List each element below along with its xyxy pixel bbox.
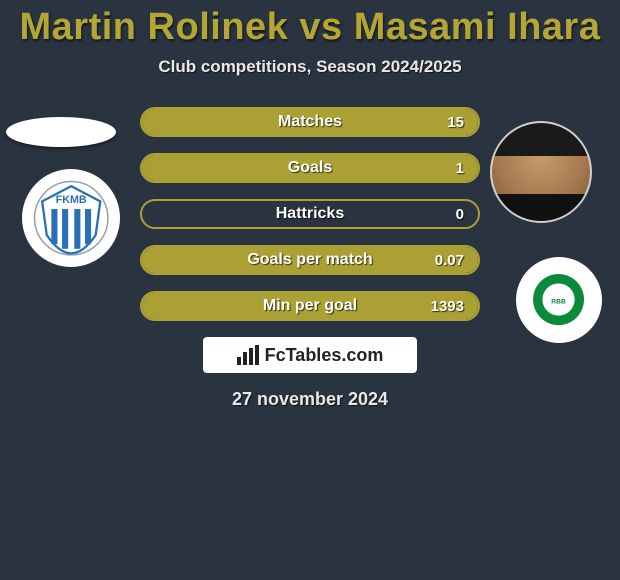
bar-value: 1393 <box>431 298 464 315</box>
date-text: 27 november 2024 <box>0 389 620 410</box>
page-title: Martin Rolinek vs Masami Ihara <box>0 0 620 49</box>
player-right-avatar <box>490 121 592 223</box>
club-left-badge: FKMB <box>22 169 120 267</box>
bar-label: Goals <box>142 159 478 177</box>
stat-bar: Min per goal1393 <box>140 291 480 321</box>
bar-label: Goals per match <box>142 251 478 269</box>
bar-value: 15 <box>447 114 464 131</box>
player-left-avatar <box>6 117 116 147</box>
bar-label: Matches <box>142 113 478 131</box>
club-left-icon: FKMB <box>33 180 109 256</box>
stat-bar: Goals1 <box>140 153 480 183</box>
club-right-icon: RBB <box>525 266 592 333</box>
comparison-panel: FKMB <box>0 107 620 410</box>
bar-label: Min per goal <box>142 297 478 315</box>
club-left-text: FKMB <box>56 194 87 206</box>
bar-chart-icon <box>237 345 259 365</box>
fctables-text: FcTables.com <box>265 345 384 366</box>
stat-bar: Hattricks0 <box>140 199 480 229</box>
stat-bar: Matches15 <box>140 107 480 137</box>
player-right-face <box>492 123 590 221</box>
fctables-logo: FcTables.com <box>203 337 417 373</box>
stat-bars: Matches15 Goals1 Hattricks0 Goals per match… <box>140 107 480 321</box>
svg-text:RBB: RBB <box>552 299 567 306</box>
bar-label: Hattricks <box>142 205 478 223</box>
bar-value: 0 <box>456 206 464 223</box>
stat-bar: Goals per match0.07 <box>140 245 480 275</box>
club-right-badge: RBB <box>516 257 602 343</box>
bar-value: 1 <box>456 160 464 177</box>
subtitle: Club competitions, Season 2024/2025 <box>0 57 620 77</box>
bar-value: 0.07 <box>435 252 464 269</box>
